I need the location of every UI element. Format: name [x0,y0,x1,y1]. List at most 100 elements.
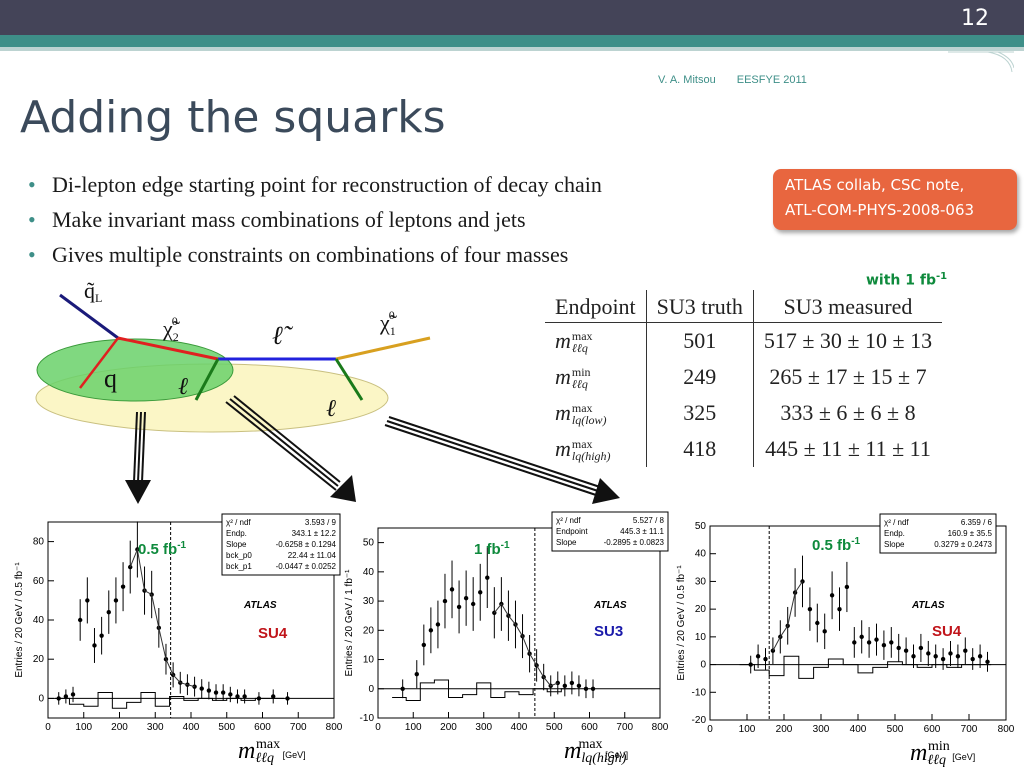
measured-value: 445 ± 11 ± 11 ± 11 [765,436,931,461]
x-tick-label: 400 [850,724,867,735]
measured-value: 517 ± 30 ± 10 ± 13 [763,328,933,353]
fit-stat-name: χ² / ndf [226,518,251,527]
data-point [963,648,968,653]
data-point [470,601,476,607]
atlas-label: ATLAS [911,600,945,611]
x-tick-label: 400 [511,722,528,733]
y-tick-label: 40 [695,549,707,560]
data-point [844,584,850,590]
data-point [228,692,233,697]
data-point [92,643,97,648]
y-tick-label: 20 [33,654,45,665]
y-tick-label: 0 [700,660,706,671]
data-point [866,640,872,645]
x-tick-label: 700 [290,722,307,733]
ellipse-green [36,338,234,402]
x-tick-label: 500 [218,722,235,733]
sample-label: SU4 [932,623,962,640]
x-tick-label: 800 [326,722,343,733]
quark-line [79,337,119,389]
luminosity-sup: -1 [936,271,948,282]
data-point [113,598,119,603]
reference-line-1: ATLAS collab, CSC note, [785,176,965,194]
y-tick-label: 10 [695,632,707,643]
x-tick-label: 800 [998,724,1015,735]
fit-stat-name: Slope [556,538,577,547]
fit-stat-value: 5.527 / 8 [633,516,665,525]
data-point [120,584,126,589]
reference-line-2: ATL-COM-PHYS-2008-063 [785,201,975,219]
data-point [903,648,909,653]
data-point [583,686,589,691]
y-tick-label: 0 [38,693,44,704]
x-axis-label: mlq(high)max [GeV] [564,737,628,766]
fit-stat-value: 160.9 ± 35.5 [948,529,993,538]
data-point [56,696,61,701]
top-bar [0,0,1024,35]
data-point [435,622,441,627]
y-tick-label: -10 [692,687,707,698]
data-point [918,645,924,651]
accent-stripe [0,35,1024,47]
y-tick-label: 50 [695,521,707,532]
y-axis-label: Entries / 20 GeV / 0.5 fb⁻¹ [14,562,25,678]
lepton-near-label: ℓ [178,374,188,400]
neutralino2-line [117,336,219,361]
y-tick-label: 60 [33,576,45,587]
data-point [911,654,916,659]
x-axis-label: mℓℓqmax [GeV] [238,737,306,766]
data-point [940,656,946,662]
data-point [77,617,83,623]
chart-2: 0 100 200 300 400 500 600 700 800 -20 -10 0 10 20 30 40… [676,513,1015,768]
table-header-row: Endpoint SU3 truth SU3 measured [545,290,943,323]
endpoint-symbol: m min ℓℓq [545,359,647,395]
plot-left: 0 100 200 300 400 500 600 700 800 0 20 40 60 80 Entrie… [6,508,343,770]
y-tick-label: 40 [363,567,375,578]
data-point [569,680,575,686]
data-point [421,642,427,648]
accent-stripe-thin [0,47,1024,51]
data-point [485,575,490,580]
y-tick-label: 50 [363,538,375,549]
data-point [748,662,753,667]
chart-1: 0 100 200 300 400 500 600 700 800-1001020304050E… [344,511,669,766]
fit-stats-box [221,513,341,576]
bullet-item: Di-lepton edge starting point for recons… [28,172,602,198]
fit-stat-name: χ² / ndf [884,518,909,527]
bullet-item: Make invariant mass combinations of lept… [28,207,602,233]
squark-label: q̃L [84,278,102,305]
footer-event: EESFYE 2011 [736,74,807,86]
data-point [576,683,582,689]
endpoint-symbol: m max lq(high) [545,431,647,467]
fit-stat-name: Endpoint [556,527,588,536]
fit-stat-value: 22.44 ± 11.04 [288,551,337,560]
squark-line [59,293,119,340]
data-point [815,620,820,626]
plot-frame [709,525,1007,721]
x-tick-label: 600 [581,722,598,733]
data-point [206,688,212,693]
plot-luminosity: 0.5 fb-1 [812,536,861,554]
data-point [852,640,857,645]
data-point [414,671,419,677]
column-header: SU3 measured [753,290,943,323]
bullet-item: Gives multiple constraints on combinatio… [28,242,602,268]
y-axis-label: Entries / 20 GeV / 0.5 fb⁻¹ [676,565,687,681]
data-point [478,590,483,595]
table-row: m max lq(low) 325 333 ± 6 ± 6 ± 8 [545,395,942,431]
x-tick-label: 700 [961,724,978,735]
data-point [428,628,434,633]
data-point [449,587,455,592]
fit-stat-name: χ² / ndf [556,516,581,525]
column-header: Endpoint [545,290,647,323]
luminosity-text: with 1 fb [866,272,936,289]
footer-author: V. A. Mitsou [658,74,716,86]
data-point [763,656,768,662]
y-tick-label: 80 [33,537,45,548]
fit-stat-name: Endp. [884,529,905,538]
fit-stat-name: Slope [884,540,905,549]
slide-footer: V. A. Mitsou EESFYE 2011 [658,74,825,86]
plot-frame [377,527,661,719]
y-tick-label: -10 [360,713,375,724]
data-point [970,656,975,662]
